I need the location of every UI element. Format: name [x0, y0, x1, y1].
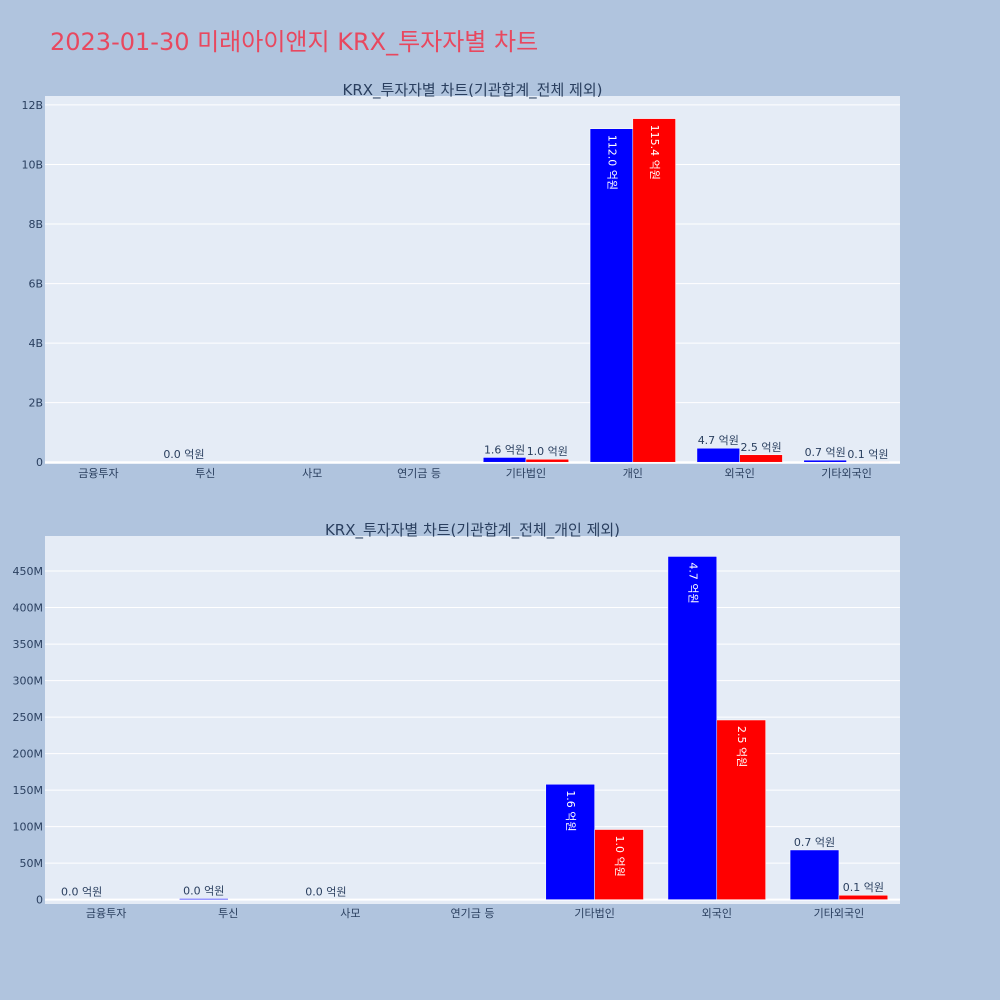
- chart-panel-top: KRX_투자자별 차트(기관합계_전체 제외) 0 2B 4B 6B 8B 10B 12B 금…: [21, 81, 900, 480]
- data-label: 0.7 억원: [805, 446, 846, 459]
- x-tick-label: 기타외국인: [821, 467, 872, 480]
- y-tick-label: 4B: [28, 337, 43, 350]
- y-tick-label: 400M: [13, 602, 44, 615]
- data-label: 1.6 억원: [484, 443, 525, 456]
- bar: [838, 894, 889, 900]
- y-tick-label: 200M: [13, 748, 44, 761]
- bar: [589, 128, 634, 463]
- bar: [545, 784, 595, 900]
- y-tick-label: 50M: [20, 857, 44, 870]
- data-label: 0.1 억원: [843, 881, 884, 894]
- chart-title: KRX_투자자별 차트(기관합계_전체 제외): [343, 81, 603, 100]
- x-tick-label: 투신: [195, 467, 215, 480]
- bar: [632, 118, 676, 463]
- plot-area: [45, 96, 900, 464]
- data-label: 0.0 억원: [163, 448, 204, 461]
- data-label: 0.7 억원: [794, 836, 835, 849]
- bar: [716, 719, 766, 900]
- data-label: 1.0 억원: [527, 445, 568, 458]
- chart-title: KRX_투자자별 차트(기관합계_전체_개인 제외): [325, 521, 620, 540]
- x-tick-label: 연기금 등: [451, 907, 495, 920]
- x-tick-label: 사모: [340, 907, 360, 920]
- x-tick-label: 사모: [302, 467, 322, 480]
- x-tick-label: 개인: [623, 467, 643, 480]
- bar: [594, 829, 644, 900]
- y-tick-label: 100M: [13, 821, 44, 834]
- data-label: 0.0 억원: [183, 885, 224, 898]
- data-label: 4.7 억원: [698, 434, 739, 447]
- plot-area: [45, 536, 900, 904]
- y-tick-label: 350M: [13, 638, 44, 651]
- page-title: 2023-01-30 미래아이앤지 KRX_투자자별 차트: [50, 28, 538, 56]
- bar: [525, 458, 569, 463]
- data-label: 1.6 억원: [564, 790, 577, 831]
- y-tick-label: 450M: [13, 565, 44, 578]
- data-label: 2.5 억원: [735, 726, 748, 767]
- y-tick-label: 10B: [21, 158, 43, 171]
- data-label: 1.0 억원: [613, 836, 626, 877]
- x-tick-label: 금융투자: [78, 467, 118, 480]
- data-label: 0.1 억원: [847, 448, 888, 461]
- y-tick-label: 6B: [28, 278, 43, 291]
- x-tick-label: 연기금 등: [397, 467, 441, 480]
- data-label: 112.0 억원: [605, 135, 618, 190]
- y-tick-label: 0: [36, 456, 43, 469]
- bar: [739, 454, 783, 463]
- bar: [482, 457, 527, 463]
- bar: [789, 849, 840, 900]
- x-tick-label: 투신: [218, 907, 238, 920]
- chart-panel-bottom: KRX_투자자별 차트(기관합계_전체_개인 제외) 0 50M 100M 150M 2…: [13, 521, 900, 920]
- data-label: 115.4 억원: [648, 125, 661, 180]
- y-tick-label: 2B: [28, 397, 43, 410]
- bar: [696, 447, 740, 463]
- data-label: 0.0 억원: [61, 886, 102, 899]
- x-tick-label: 기타법인: [574, 907, 614, 920]
- data-label: 0.0 억원: [305, 886, 346, 899]
- y-tick-label: 0: [36, 894, 43, 907]
- bar: [179, 898, 229, 900]
- y-tick-label: 250M: [13, 711, 44, 724]
- x-tick-label: 기타외국인: [814, 907, 865, 920]
- x-tick-label: 기타법인: [506, 467, 546, 480]
- y-tick-label: 150M: [13, 784, 44, 797]
- y-tick-label: 12B: [21, 99, 43, 112]
- y-tick-label: 8B: [28, 218, 43, 231]
- bar: [667, 556, 718, 900]
- x-tick-label: 외국인: [702, 907, 732, 920]
- y-tick-label: 300M: [13, 675, 44, 688]
- x-tick-label: 금융투자: [86, 907, 126, 920]
- data-label: 4.7 억원: [686, 562, 699, 603]
- x-tick-label: 외국인: [725, 467, 755, 480]
- data-label: 2.5 억원: [740, 441, 781, 454]
- bar: [803, 459, 847, 463]
